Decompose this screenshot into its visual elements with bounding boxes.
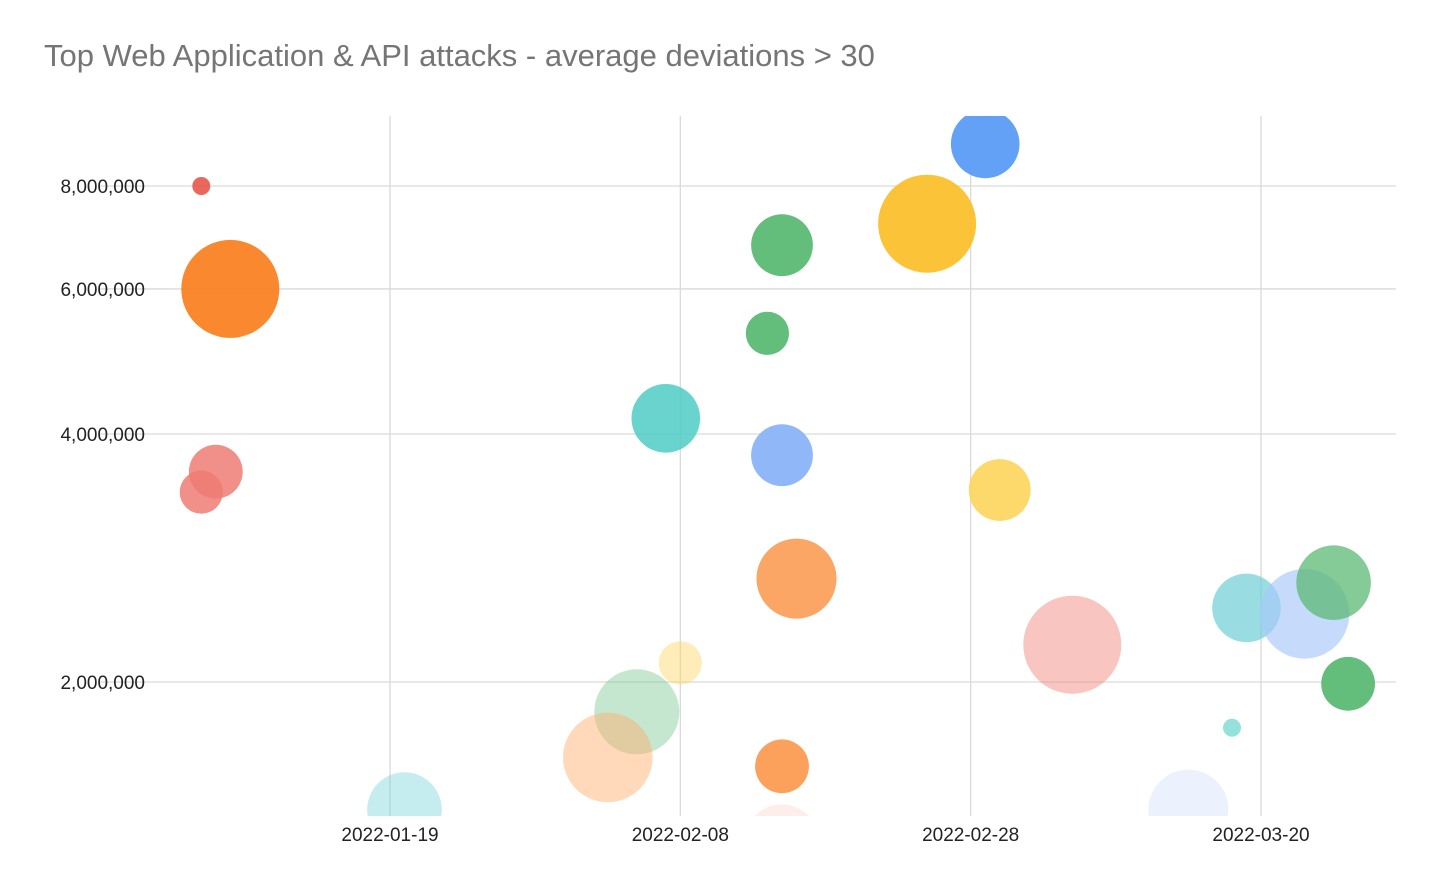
x-axis: 2022-01-19 2022-02-08 2022-02-28 2022-03-20 — [341, 825, 1309, 846]
x-tick-label: 2022-03-20 — [1212, 825, 1309, 846]
bubble-point[interactable] — [181, 239, 280, 338]
bubble-point[interactable] — [968, 459, 1031, 521]
x-tick-label: 2022-01-19 — [341, 825, 438, 846]
bubble-point[interactable] — [658, 641, 702, 685]
bubble-point[interactable] — [751, 424, 813, 487]
y-tick-label: 6,000,000 — [60, 280, 145, 301]
bubble-point[interactable] — [367, 772, 442, 847]
bubble-point[interactable] — [950, 110, 1020, 179]
bubble-point[interactable] — [631, 384, 701, 453]
y-tick-label: 2,000,000 — [60, 673, 145, 694]
bubble-point[interactable] — [563, 712, 653, 803]
bubbles-layer — [179, 110, 1375, 879]
x-tick-label: 2022-02-28 — [922, 825, 1019, 846]
y-tick-label: 4,000,000 — [60, 425, 145, 446]
bubble-point[interactable] — [1223, 718, 1241, 737]
bubble-point[interactable] — [1148, 769, 1229, 850]
bubble-point[interactable] — [1321, 656, 1375, 711]
bubble-point[interactable] — [755, 739, 809, 794]
bubble-point[interactable] — [878, 174, 977, 273]
bubble-point[interactable] — [179, 470, 223, 514]
chart-title: Top Web Application & API attacks - aver… — [44, 38, 875, 73]
bubble-point[interactable] — [192, 177, 211, 195]
bubble-point[interactable] — [1023, 595, 1122, 694]
bubble-point[interactable] — [1296, 545, 1371, 620]
bubble-point[interactable] — [745, 311, 790, 355]
bubble-point[interactable] — [751, 214, 813, 277]
x-tick-label: 2022-02-08 — [632, 825, 729, 846]
bubble-point[interactable] — [594, 669, 680, 755]
grid-lines — [100, 116, 1396, 816]
y-tick-label: 8,000,000 — [60, 177, 145, 198]
y-axis: 2,000,000 4,000,000 6,000,000 8,000,000 — [60, 177, 145, 694]
bubble-point[interactable] — [756, 538, 837, 619]
bubble-point[interactable] — [745, 804, 820, 879]
